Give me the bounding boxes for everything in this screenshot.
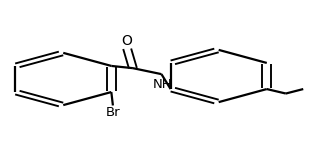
Text: Br: Br: [106, 106, 120, 119]
Text: NH: NH: [153, 78, 173, 91]
Text: O: O: [122, 34, 132, 48]
